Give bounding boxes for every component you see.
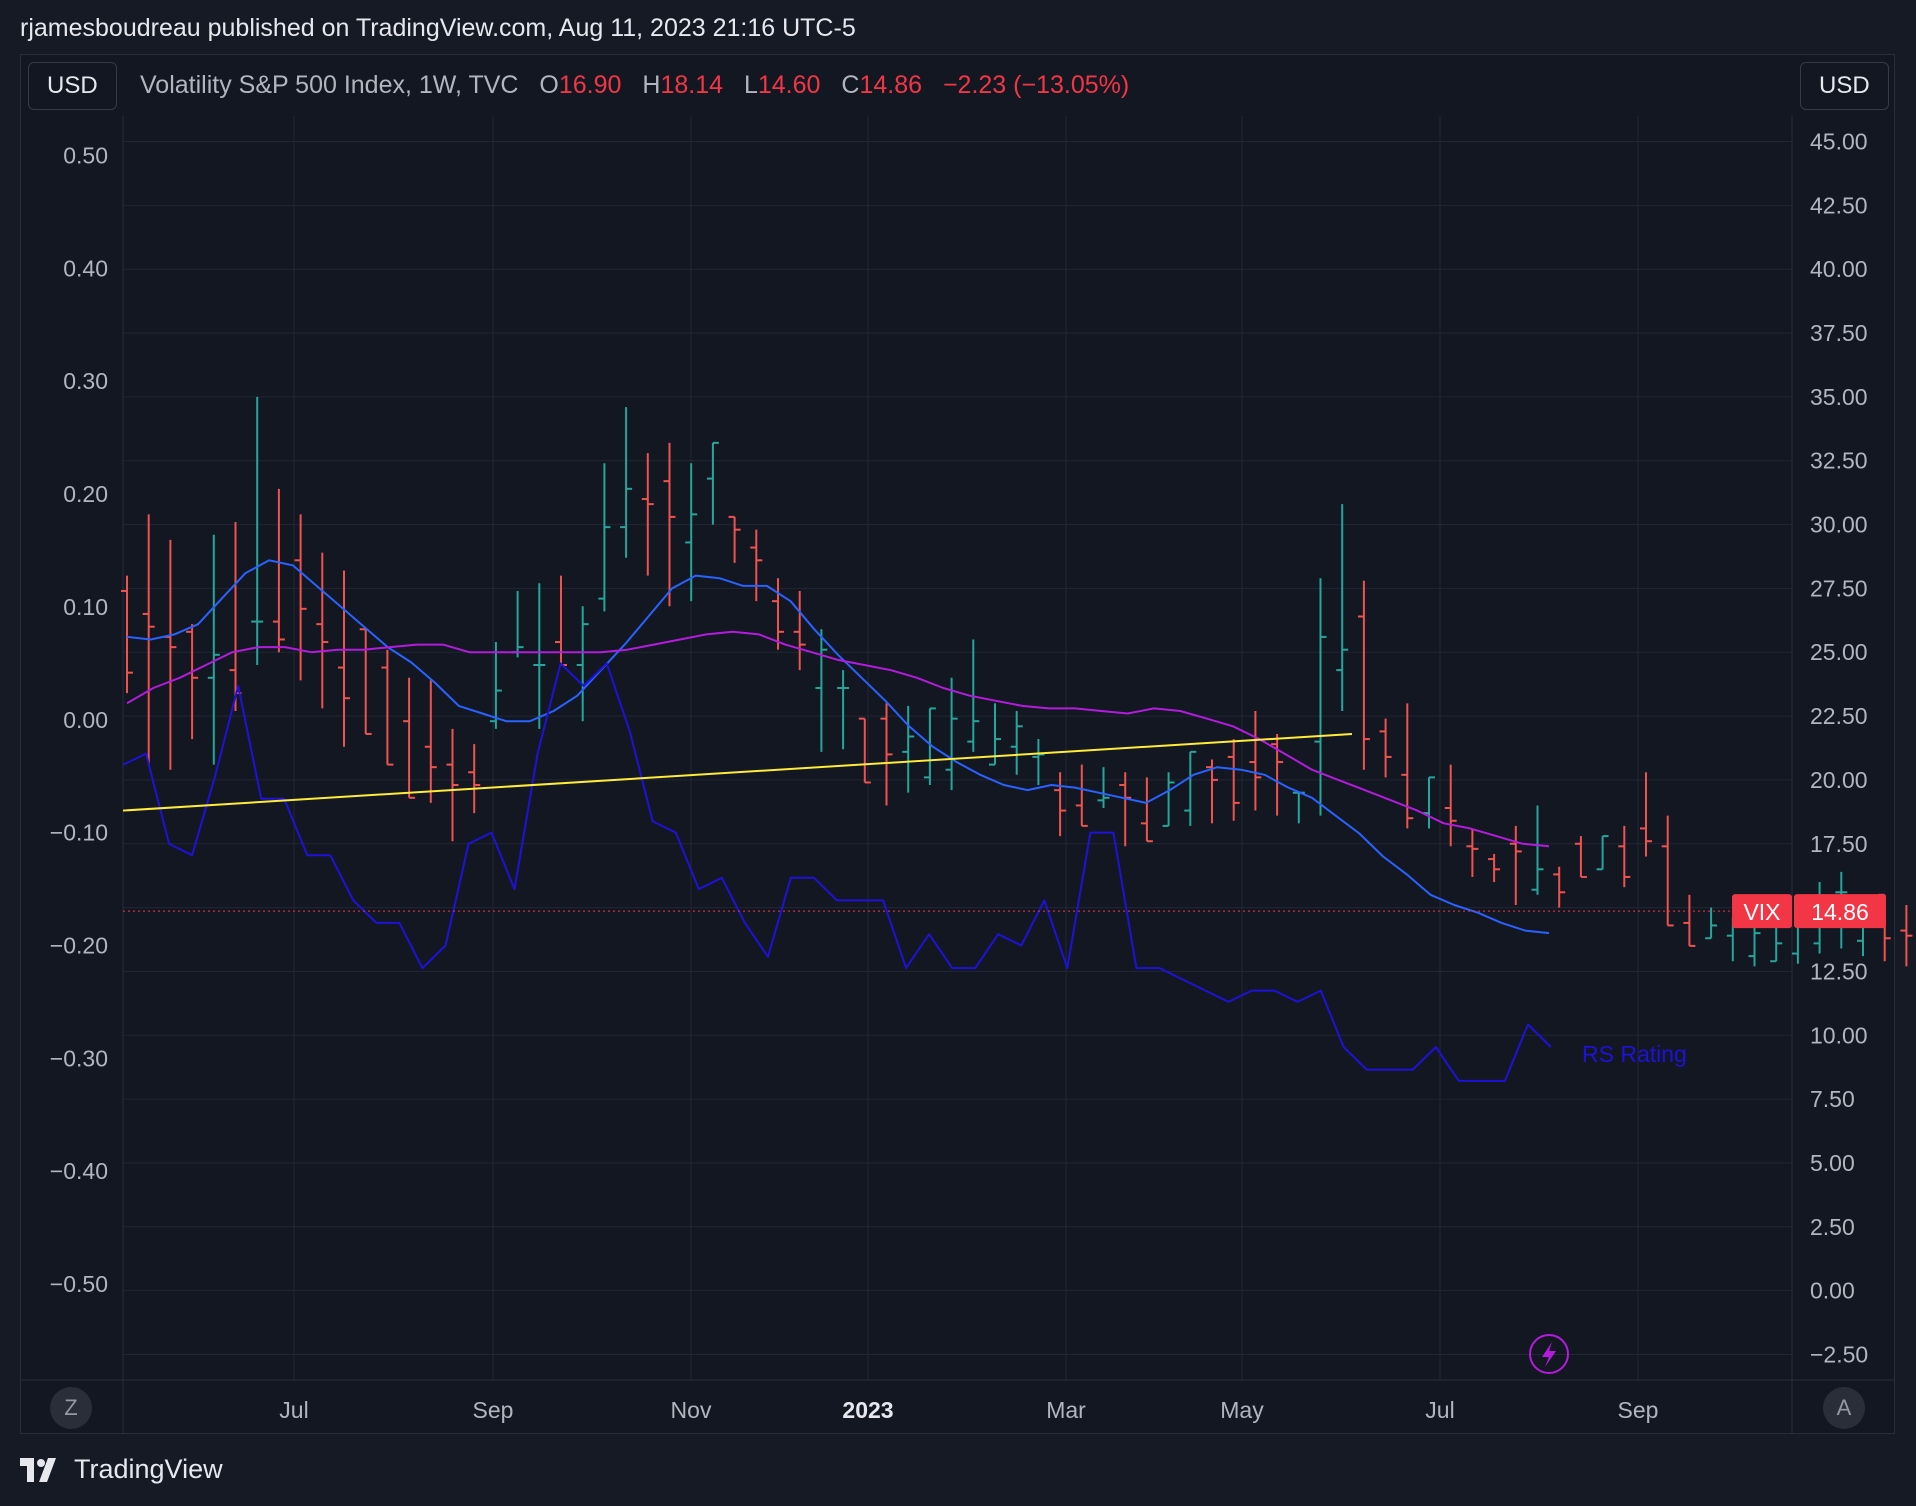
symbol-tag-label: VIX (1743, 899, 1780, 925)
footer: TradingView (20, 1454, 223, 1485)
right-axis-tick: 40.00 (1810, 256, 1868, 282)
right-axis-tick: 37.50 (1810, 320, 1868, 346)
legend: Volatility S&P 500 Index, 1W, TVC O16.90… (140, 71, 1129, 100)
x-axis-tick: Sep (1618, 1397, 1659, 1423)
x-axis-tick: Jul (1425, 1397, 1454, 1423)
legend-open: 16.90 (558, 71, 622, 99)
x-axis-tick: 2023 (842, 1397, 893, 1423)
lightning-bolt-icon (1542, 1342, 1556, 1367)
right-axis-tick: −2.50 (1810, 1341, 1868, 1367)
right-axis-tick: 42.50 (1810, 192, 1868, 218)
left-axis-tick: 0.40 (63, 255, 108, 281)
tradingview-logo-icon (20, 1457, 56, 1482)
x-axis-tick: Nov (671, 1397, 712, 1423)
symbol-tag (1732, 894, 1792, 929)
right-axis-tick: 0.00 (1810, 1278, 1855, 1304)
legend-low: 14.60 (757, 71, 821, 99)
left-axis-tick: −0.30 (50, 1045, 108, 1071)
right-axis-tick: 20.00 (1810, 767, 1868, 793)
lightning-icon (1529, 1334, 1569, 1374)
price-tag (1794, 894, 1886, 929)
chart-frame (20, 54, 1895, 1434)
right-axis-tick: 7.50 (1810, 1086, 1855, 1112)
legend-change: −2.23 (−13.05%) (942, 71, 1130, 99)
left-axis-tick: 0.00 (63, 707, 108, 733)
left-currency-button[interactable]: USD (28, 62, 117, 110)
x-axis-tick: Sep (473, 1397, 514, 1423)
publisher-line: rjamesboudreau published on TradingView.… (20, 14, 856, 42)
legend-low-label: L (743, 71, 758, 99)
left-axis-tick: 0.10 (63, 594, 108, 620)
left-axis-tick: −0.10 (50, 820, 108, 846)
right-axis-tick: 30.00 (1810, 512, 1868, 538)
x-axis-tick: May (1220, 1397, 1264, 1423)
right-axis-tick: 32.50 (1810, 448, 1868, 474)
left-axis-tick: −0.40 (50, 1158, 108, 1184)
x-axis-tick: Mar (1046, 1397, 1086, 1423)
right-axis-tick: 2.50 (1810, 1214, 1855, 1240)
legend-title: Volatility S&P 500 Index, 1W, TVC (140, 71, 519, 99)
trend-line (122, 732, 1353, 812)
slow-moving-average-line (126, 630, 1550, 848)
legend-high-label: H (642, 71, 661, 99)
left-axis-tick: 0.50 (63, 143, 108, 169)
zoom-reset-button[interactable]: Z (50, 1387, 92, 1429)
fast-moving-average-line (126, 559, 1550, 935)
left-axis-tick: 0.20 (63, 481, 108, 507)
rs-rating-label: RS Rating (1582, 1041, 1687, 1067)
left-axis-tick: −0.20 (50, 933, 108, 959)
legend-close: 14.86 (859, 71, 922, 99)
right-axis-tick: 12.50 (1810, 958, 1868, 984)
legend-close-label: C (841, 71, 860, 99)
auto-scale-button[interactable]: A (1823, 1387, 1865, 1429)
right-axis-tick: 17.50 (1810, 831, 1868, 857)
right-axis-tick: 22.50 (1810, 703, 1868, 729)
right-axis-tick: 27.50 (1810, 575, 1868, 601)
right-currency-button[interactable]: USD (1800, 62, 1889, 110)
right-axis-tick: 10.00 (1810, 1022, 1868, 1048)
right-axis-tick: 25.00 (1810, 639, 1868, 665)
price-tag-label: 14.86 (1811, 899, 1869, 925)
legend-open-label: O (539, 71, 559, 99)
right-axis-tick: 5.00 (1810, 1150, 1855, 1176)
right-axis-tick: 45.00 (1810, 129, 1868, 155)
right-axis-tick: 35.00 (1810, 384, 1868, 410)
legend-high: 18.14 (660, 71, 723, 99)
footer-brand: TradingView (74, 1454, 223, 1484)
rs-rating-line (122, 662, 1552, 1082)
x-axis-tick: Jul (279, 1397, 308, 1423)
left-axis-tick: 0.30 (63, 368, 108, 394)
left-axis-tick: −0.50 (50, 1271, 108, 1297)
